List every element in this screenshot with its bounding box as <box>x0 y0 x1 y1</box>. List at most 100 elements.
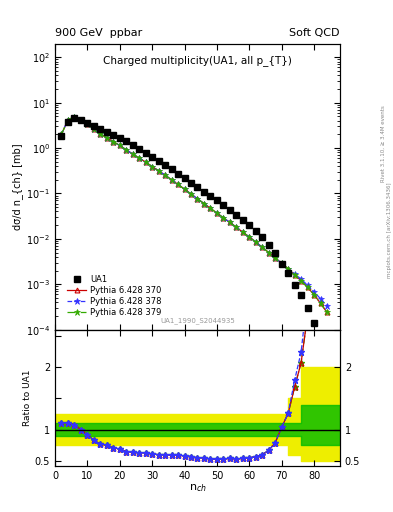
Pythia 6.428 378 <box>85 121 90 127</box>
Pythia 6.428 378 <box>124 147 129 153</box>
Pythia 6.428 370 <box>92 126 96 133</box>
Pythia 6.428 379 <box>143 159 148 165</box>
Pythia 6.428 378 <box>325 303 329 309</box>
UA1 <box>305 305 310 311</box>
Pythia 6.428 379 <box>92 126 96 133</box>
UA1 <box>318 346 323 352</box>
Pythia 6.428 379 <box>59 131 64 137</box>
Pythia 6.428 370 <box>182 186 187 192</box>
Pythia 6.428 370 <box>150 163 154 169</box>
Pythia 6.428 379 <box>182 186 187 192</box>
Pythia 6.428 379 <box>234 224 239 230</box>
Pythia 6.428 378 <box>92 126 96 133</box>
Pythia 6.428 370 <box>325 309 329 315</box>
Pythia 6.428 370 <box>176 181 180 187</box>
UA1 <box>299 292 303 298</box>
Pythia 6.428 370 <box>305 284 310 290</box>
Pythia 6.428 379 <box>137 155 141 161</box>
Pythia 6.428 370 <box>124 147 129 153</box>
Legend: UA1, Pythia 6.428 370, Pythia 6.428 378, Pythia 6.428 379: UA1, Pythia 6.428 370, Pythia 6.428 378,… <box>65 272 164 320</box>
Pythia 6.428 370 <box>189 191 193 197</box>
Pythia 6.428 378 <box>156 168 161 174</box>
UA1 <box>118 135 122 141</box>
Pythia 6.428 370 <box>292 272 297 278</box>
Pythia 6.428 379 <box>66 117 70 123</box>
UA1 <box>195 184 200 190</box>
Pythia 6.428 379 <box>130 151 135 157</box>
UA1 <box>221 202 226 208</box>
Pythia 6.428 378 <box>72 114 77 120</box>
Pythia 6.428 378 <box>266 249 271 255</box>
UA1 <box>85 120 90 126</box>
UA1 <box>215 198 219 204</box>
Pythia 6.428 370 <box>208 205 213 211</box>
Pythia 6.428 379 <box>72 114 77 120</box>
Pythia 6.428 379 <box>273 255 277 261</box>
Pythia 6.428 378 <box>260 244 264 250</box>
Pythia 6.428 379 <box>292 272 297 278</box>
Text: Charged multiplicity(UA1, all p_{T}): Charged multiplicity(UA1, all p_{T}) <box>103 55 292 66</box>
UA1 <box>98 126 103 132</box>
Pythia 6.428 379 <box>118 142 122 148</box>
UA1 <box>260 234 264 241</box>
Pythia 6.428 378 <box>118 142 122 148</box>
Pythia 6.428 370 <box>137 155 141 161</box>
Pythia 6.428 379 <box>163 172 167 178</box>
Line: UA1: UA1 <box>59 115 330 379</box>
Pythia 6.428 370 <box>163 172 167 178</box>
Pythia 6.428 379 <box>215 210 219 216</box>
Pythia 6.428 378 <box>137 155 141 161</box>
Pythia 6.428 370 <box>215 210 219 216</box>
Line: Pythia 6.428 379: Pythia 6.428 379 <box>59 114 330 315</box>
UA1 <box>150 154 154 160</box>
Pythia 6.428 378 <box>169 177 174 183</box>
Pythia 6.428 378 <box>208 205 213 211</box>
UA1 <box>156 158 161 164</box>
Pythia 6.428 378 <box>59 131 64 137</box>
Pythia 6.428 379 <box>299 278 303 284</box>
Pythia 6.428 379 <box>202 200 206 206</box>
Pythia 6.428 378 <box>176 181 180 187</box>
UA1 <box>228 207 232 213</box>
UA1 <box>124 138 129 144</box>
UA1 <box>182 175 187 181</box>
UA1 <box>137 146 141 152</box>
Pythia 6.428 370 <box>241 229 245 236</box>
Pythia 6.428 370 <box>312 292 316 298</box>
UA1 <box>253 228 258 234</box>
Pythia 6.428 379 <box>286 266 290 272</box>
Y-axis label: dσ/d n_{ch} [mb]: dσ/d n_{ch} [mb] <box>12 143 23 230</box>
Pythia 6.428 378 <box>228 219 232 225</box>
Pythia 6.428 379 <box>176 181 180 187</box>
Pythia 6.428 370 <box>105 135 109 141</box>
Pythia 6.428 378 <box>247 234 252 240</box>
Pythia 6.428 379 <box>105 135 109 141</box>
UA1 <box>189 180 193 186</box>
Pythia 6.428 370 <box>286 266 290 272</box>
Pythia 6.428 378 <box>279 260 284 266</box>
Pythia 6.428 370 <box>111 139 116 145</box>
Pythia 6.428 378 <box>286 266 290 272</box>
Pythia 6.428 370 <box>266 249 271 255</box>
Pythia 6.428 378 <box>312 289 316 295</box>
Pythia 6.428 379 <box>260 244 264 250</box>
Pythia 6.428 379 <box>98 131 103 137</box>
UA1 <box>279 261 284 267</box>
Pythia 6.428 379 <box>305 284 310 290</box>
Pythia 6.428 379 <box>111 139 116 145</box>
Text: 900 GeV  ppbar: 900 GeV ppbar <box>55 28 142 38</box>
UA1 <box>163 162 167 168</box>
Pythia 6.428 370 <box>279 260 284 266</box>
Pythia 6.428 379 <box>195 196 200 202</box>
Pythia 6.428 370 <box>143 159 148 165</box>
Pythia 6.428 370 <box>118 142 122 148</box>
Pythia 6.428 370 <box>260 244 264 250</box>
Pythia 6.428 378 <box>163 172 167 178</box>
UA1 <box>130 142 135 148</box>
Pythia 6.428 378 <box>241 229 245 236</box>
Line: Pythia 6.428 378: Pythia 6.428 378 <box>59 114 330 309</box>
Pythia 6.428 370 <box>202 200 206 206</box>
Pythia 6.428 379 <box>253 239 258 245</box>
Pythia 6.428 370 <box>79 117 83 123</box>
Pythia 6.428 379 <box>228 219 232 225</box>
